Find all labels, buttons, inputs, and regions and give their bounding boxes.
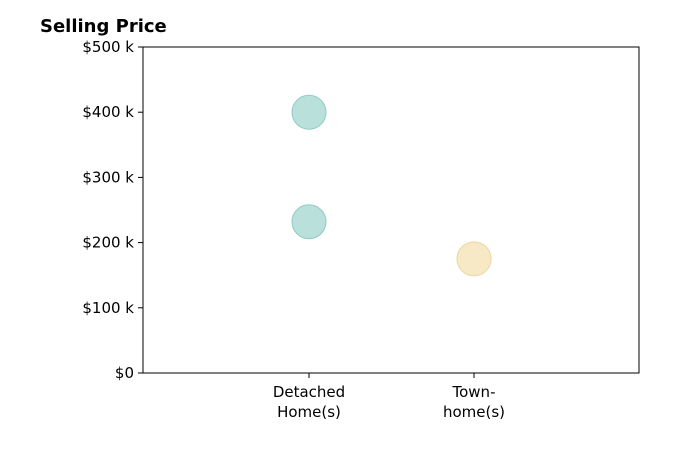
data-point (291, 204, 327, 240)
data-point (291, 94, 327, 130)
chart-title: Selling Price (40, 16, 167, 37)
y-tick-label: $100 k (82, 299, 134, 317)
x-tick-label: Detached Home(s) (273, 383, 345, 421)
data-point (456, 241, 492, 277)
y-tick-label: $0 (115, 364, 134, 382)
plot-frame (142, 46, 640, 374)
y-tick-label: $500 k (82, 38, 134, 56)
y-tick-label: $400 k (82, 103, 134, 121)
y-tick-label: $200 k (82, 234, 134, 252)
x-tick-label: Town-home(s) (443, 383, 505, 421)
y-tick-label: $300 k (82, 168, 134, 186)
